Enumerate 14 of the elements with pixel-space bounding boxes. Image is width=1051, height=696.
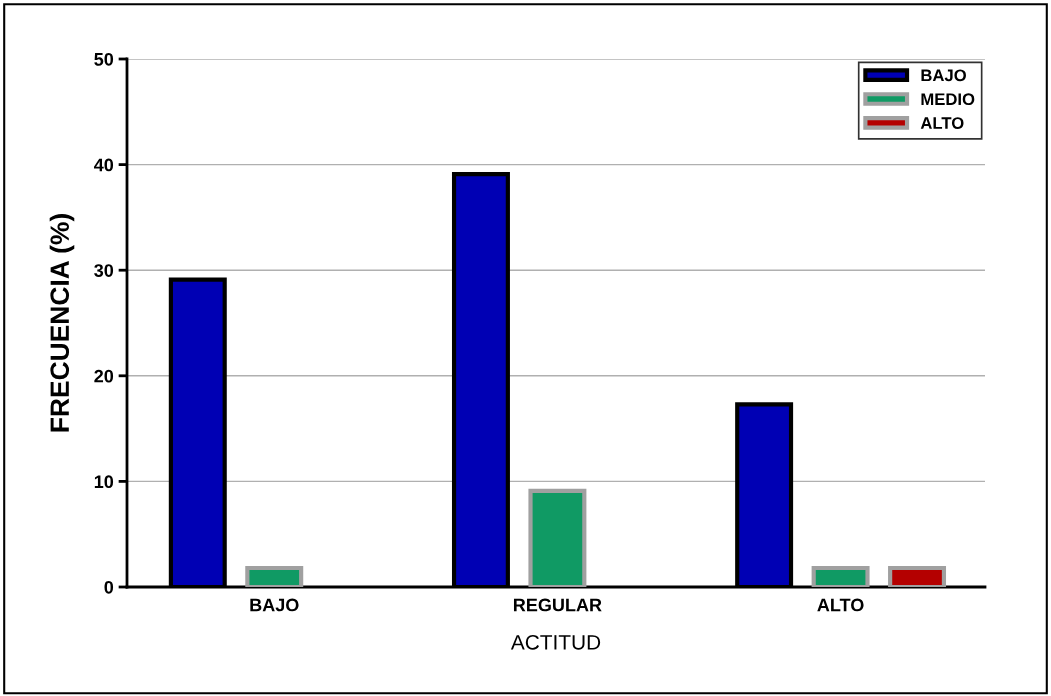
y-axis-title: FRECUENCIA (%) [49, 214, 75, 432]
y-tick-label: 20 [94, 369, 114, 383]
y-tick-label: 40 [94, 158, 114, 172]
x-tick-label: BAJO [250, 598, 299, 612]
legend-label: BAJO [921, 69, 966, 82]
y-tick-label: 10 [94, 475, 114, 489]
y-tick-label: 0 [104, 580, 114, 594]
legend-label: ALTO [920, 117, 964, 129]
x-axis-title: ACTITUD [510, 634, 601, 650]
y-tick-label: 50 [94, 52, 114, 66]
x-tick-label: ALTO [817, 598, 864, 612]
legend-label: MEDIO [921, 93, 975, 106]
y-tick-label: 30 [94, 264, 114, 277]
x-tick-label: REGULAR [513, 598, 602, 612]
